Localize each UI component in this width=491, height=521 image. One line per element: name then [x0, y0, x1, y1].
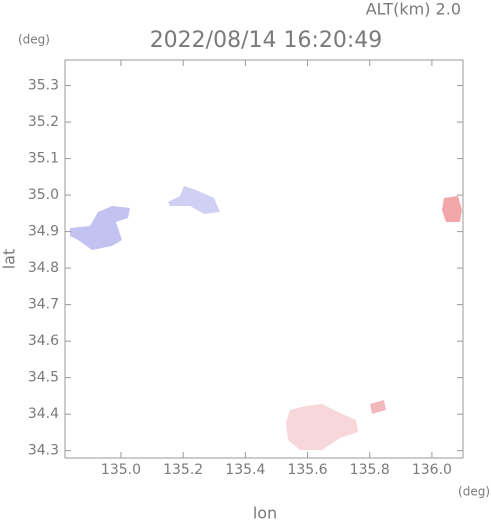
plot-frame — [64, 59, 464, 459]
echo-blob — [168, 186, 220, 214]
y-tick-label: 35.3 — [28, 78, 59, 94]
x-tick-label: 135.8 — [350, 462, 390, 478]
y-tick-label: 34.4 — [28, 406, 59, 422]
x-tick-label: 135.6 — [287, 462, 327, 478]
y-tick-label: 35.0 — [28, 187, 59, 203]
echoes — [70, 186, 462, 450]
y-tick-label: 34.3 — [28, 443, 59, 459]
y-tick-label: 34.7 — [28, 297, 59, 313]
y-tick-label: 34.6 — [28, 333, 59, 349]
echo-blob — [286, 404, 358, 450]
echo-blob — [442, 196, 462, 222]
y-tick-label: 34.5 — [28, 370, 59, 386]
x-axis-label: lon — [253, 504, 277, 521]
subtitle: ALT(km) 2.0 — [366, 0, 461, 19]
y-tick-label: 35.2 — [28, 114, 59, 130]
x-unit: (deg) — [458, 485, 490, 499]
x-tick-label: 135.4 — [225, 462, 265, 478]
echo-blob — [70, 206, 130, 250]
x-tick-label: 135.2 — [163, 462, 203, 478]
y-tick-label: 34.9 — [28, 224, 59, 240]
y-axis-label: lat — [0, 249, 19, 270]
y-unit: (deg) — [18, 33, 50, 47]
echo-blob — [370, 400, 386, 414]
chart-title: 2022/08/14 16:20:49 — [150, 28, 383, 53]
x-tick-label: 136.0 — [412, 462, 452, 478]
y-tick-label: 35.1 — [28, 151, 59, 167]
x-tick-label: 135.0 — [101, 462, 141, 478]
y-tick-label: 34.8 — [28, 260, 59, 276]
